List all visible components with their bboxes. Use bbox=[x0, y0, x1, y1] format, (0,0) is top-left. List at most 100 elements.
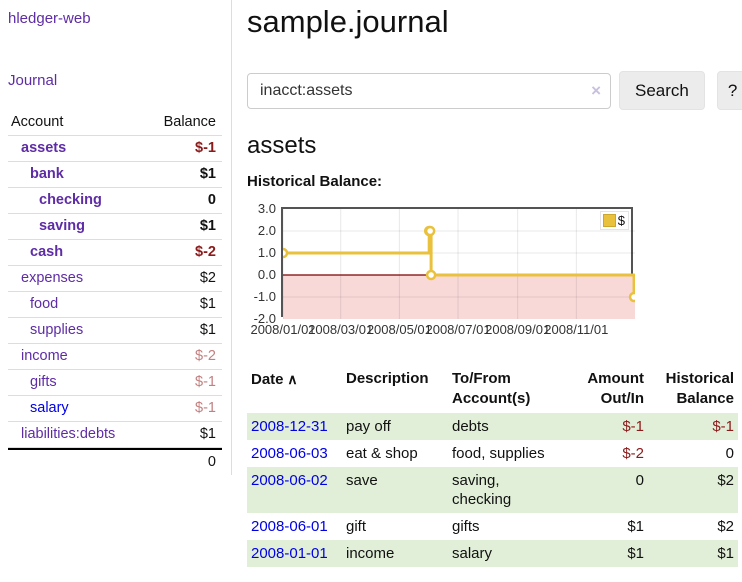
chart-plot-area: 2008/01/01 2008/03/01 2008/05/01 2008/07/01… bbox=[250, 207, 635, 337]
nav-journal-link[interactable]: Journal bbox=[8, 72, 58, 89]
register-date-link[interactable]: 2008-01-01 bbox=[251, 545, 328, 562]
register-date-link[interactable]: 2008-12-31 bbox=[251, 418, 328, 435]
account-balance: $-1 bbox=[144, 136, 222, 162]
register-row: 2008-12-31 pay off debts $-1 $-1 bbox=[247, 413, 738, 440]
account-row: checking 0 bbox=[8, 188, 222, 214]
account-balance: $1 bbox=[144, 214, 222, 240]
chart-svg bbox=[283, 209, 635, 319]
search-button[interactable]: Search bbox=[619, 71, 705, 110]
register-amount: $-2 bbox=[622, 445, 644, 462]
accounts-header-account: Account bbox=[8, 110, 145, 136]
account-link[interactable]: supplies bbox=[30, 322, 84, 338]
accounts-total-value: 0 bbox=[144, 448, 222, 475]
register-date-link[interactable]: 2008-06-03 bbox=[251, 445, 328, 462]
search-form: × Search ? bbox=[247, 71, 742, 110]
register-balance: $2 bbox=[717, 472, 734, 489]
register-header-row: Date ∧ Description To/From Account(s) Amoun… bbox=[247, 366, 738, 413]
chart-y-axis-label: 2.0 bbox=[257, 223, 276, 238]
balance-chart: 2008/01/01 2008/03/01 2008/05/01 2008/07/01… bbox=[247, 201, 742, 339]
accounts-total-row: 0 bbox=[8, 448, 222, 475]
register-accounts: saving, checking bbox=[452, 472, 512, 508]
account-row: assets $-1 bbox=[8, 136, 222, 162]
register-balance: $1 bbox=[717, 545, 734, 562]
search-input[interactable] bbox=[247, 72, 611, 109]
page-title: sample.journal bbox=[247, 4, 449, 39]
register-row: 2008-01-01 income salary $1 $1 bbox=[247, 540, 738, 567]
account-row: salary $-1 bbox=[8, 396, 222, 422]
chart-y-axis-label: 3.0 bbox=[257, 201, 276, 216]
register-description: save bbox=[346, 472, 378, 489]
account-balance: $1 bbox=[144, 318, 222, 344]
register-description: pay off bbox=[346, 418, 391, 435]
chart-y-axis-label: 1.0 bbox=[257, 245, 276, 260]
register-date-link[interactable]: 2008-06-02 bbox=[251, 472, 328, 489]
accounts-table: Account Balance assets $-1 bank $1 checking 0… bbox=[8, 110, 222, 475]
search-help-button[interactable]: ? bbox=[716, 71, 742, 110]
sort-ascending-icon: ∧ bbox=[283, 371, 298, 387]
register-header[interactable]: Date ∧ bbox=[251, 371, 298, 388]
chart-x-axis-label: 2008/09/01 bbox=[485, 322, 551, 337]
account-row: income $-2 bbox=[8, 344, 222, 370]
register-accounts: salary bbox=[452, 545, 493, 562]
register-amount: 0 bbox=[635, 472, 644, 489]
register-header: Description bbox=[346, 370, 429, 387]
register-description: income bbox=[346, 545, 395, 562]
register-table: Date ∧ Description To/From Account(s) Amoun… bbox=[247, 366, 738, 567]
account-balance: $-1 bbox=[144, 370, 222, 396]
clear-search-icon[interactable]: × bbox=[591, 80, 601, 100]
account-balance: $1 bbox=[144, 422, 222, 448]
register-row: 2008-06-02 save saving, checking 0 $2 bbox=[247, 467, 738, 513]
account-row: gifts $-1 bbox=[8, 370, 222, 396]
chart-y-axis-label: -2.0 bbox=[253, 311, 276, 326]
account-balance: $-2 bbox=[144, 344, 222, 370]
account-balance: $2 bbox=[144, 266, 222, 292]
register-description: eat & shop bbox=[346, 445, 418, 462]
account-link[interactable]: liabilities:debts bbox=[21, 426, 116, 442]
chart-y-axis-label: -1.0 bbox=[253, 289, 276, 304]
register-row: 2008-06-03 eat & shop food, supplies $-2 0 bbox=[247, 440, 738, 467]
register-balance: $-1 bbox=[712, 418, 734, 435]
chart-x-axis-label: 2008/07/01 bbox=[425, 322, 491, 337]
chart-x-axis-label: 2008/01/01 bbox=[250, 322, 316, 337]
page: hledger-web Journal Account Balance asse… bbox=[0, 0, 742, 567]
chart-y-axis-label: 0.0 bbox=[257, 267, 276, 282]
chart-legend: $ bbox=[599, 211, 629, 230]
register-amount: $-1 bbox=[622, 418, 644, 435]
register-balance: 0 bbox=[725, 445, 734, 462]
account-link[interactable]: checking bbox=[39, 192, 102, 208]
account-row: supplies $1 bbox=[8, 318, 222, 344]
register-accounts: food, supplies bbox=[452, 445, 545, 462]
search-input-wrap: × bbox=[247, 72, 611, 109]
register-date-link[interactable]: 2008-06-01 bbox=[251, 518, 328, 535]
account-row: expenses $2 bbox=[8, 266, 222, 292]
register-description: gift bbox=[346, 518, 367, 535]
register-amount: $1 bbox=[627, 545, 644, 562]
account-link[interactable]: saving bbox=[39, 218, 85, 234]
account-link[interactable]: cash bbox=[30, 244, 64, 260]
sidebar: hledger-web Journal Account Balance asse… bbox=[0, 0, 232, 475]
chart-legend-swatch bbox=[602, 214, 616, 227]
register-balance: $2 bbox=[717, 518, 734, 535]
account-row: bank $1 bbox=[8, 162, 222, 188]
account-link[interactable]: salary bbox=[30, 400, 69, 416]
account-balance: 0 bbox=[144, 188, 222, 214]
account-link[interactable]: bank bbox=[30, 166, 64, 182]
chart-legend-label: $ bbox=[617, 213, 625, 228]
register-header: Amount Out/In bbox=[587, 370, 644, 407]
account-row: cash $-2 bbox=[8, 240, 222, 266]
register-amount: $1 bbox=[627, 518, 644, 535]
account-link[interactable]: assets bbox=[21, 140, 67, 156]
account-link[interactable]: food bbox=[30, 296, 59, 312]
chart-x-axis-label: 2008/11/01 bbox=[544, 322, 609, 337]
chart-x-axis-label: 2008/03/01 bbox=[308, 322, 374, 337]
account-heading: assets bbox=[247, 132, 317, 159]
accounts-header-balance: Balance bbox=[144, 110, 222, 136]
account-row: food $1 bbox=[8, 292, 222, 318]
register-accounts: gifts bbox=[452, 518, 480, 535]
account-link[interactable]: expenses bbox=[21, 270, 84, 286]
account-link[interactable]: income bbox=[21, 348, 68, 364]
account-link[interactable]: gifts bbox=[30, 374, 57, 390]
account-row: liabilities:debts $1 bbox=[8, 422, 222, 448]
brand-link[interactable]: hledger-web bbox=[8, 10, 91, 27]
account-balance: $-2 bbox=[144, 240, 222, 266]
